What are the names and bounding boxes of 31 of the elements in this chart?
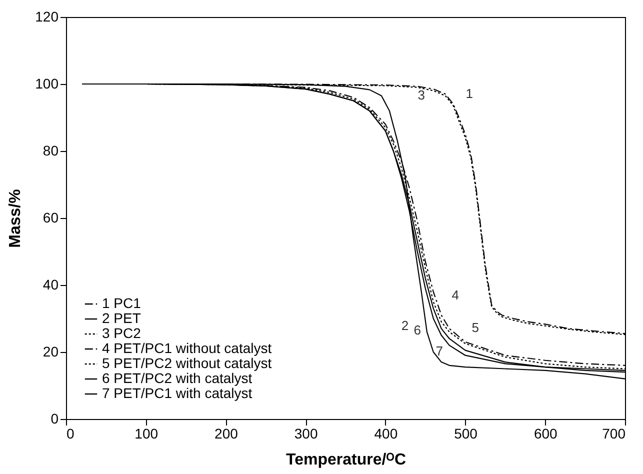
- y-tick-label: 60: [42, 210, 59, 226]
- annotation: 3: [418, 88, 425, 103]
- x-tick-label: 300: [294, 426, 318, 442]
- annotation: 7: [436, 343, 443, 358]
- legend-label: 2 PET: [102, 310, 142, 326]
- y-tick-label: 0: [50, 410, 59, 426]
- x-tick-label: 600: [534, 426, 558, 442]
- y-tick-label: 80: [42, 142, 59, 158]
- x-axis-title: Temperature/ᴼC: [286, 452, 406, 468]
- annotation: 1: [466, 86, 473, 102]
- annotation: 6: [414, 322, 421, 338]
- x-tick-label: 0: [66, 426, 74, 442]
- legend-label: 4 PET/PC1 without catalyst: [102, 340, 272, 356]
- x-tick-label: 700: [602, 426, 626, 442]
- annotation: 2: [401, 318, 409, 333]
- y-tick-label: 100: [35, 76, 59, 92]
- x-tick-label: 500: [454, 426, 478, 442]
- annotation: 4: [452, 288, 459, 303]
- legend-label: 6 PET/PC2 with catalyst: [102, 370, 252, 386]
- y-axis-title: Mass/%: [7, 189, 24, 248]
- legend-label: 5 PET/PC2 without catalyst: [102, 355, 272, 371]
- y-tick-label: 120: [35, 8, 59, 24]
- x-tick-label: 200: [214, 426, 238, 442]
- y-tick-label: 40: [42, 276, 59, 292]
- annotation: 5: [472, 320, 479, 335]
- legend-label: 1 PC1: [102, 295, 142, 311]
- y-tick-label: 20: [42, 344, 59, 360]
- legend-label: 3 PC2: [102, 325, 142, 341]
- x-tick-label: 400: [374, 426, 398, 442]
- x-tick-label: 100: [134, 426, 158, 442]
- legend-label: 7 PET/PC1 with catalyst: [102, 385, 252, 401]
